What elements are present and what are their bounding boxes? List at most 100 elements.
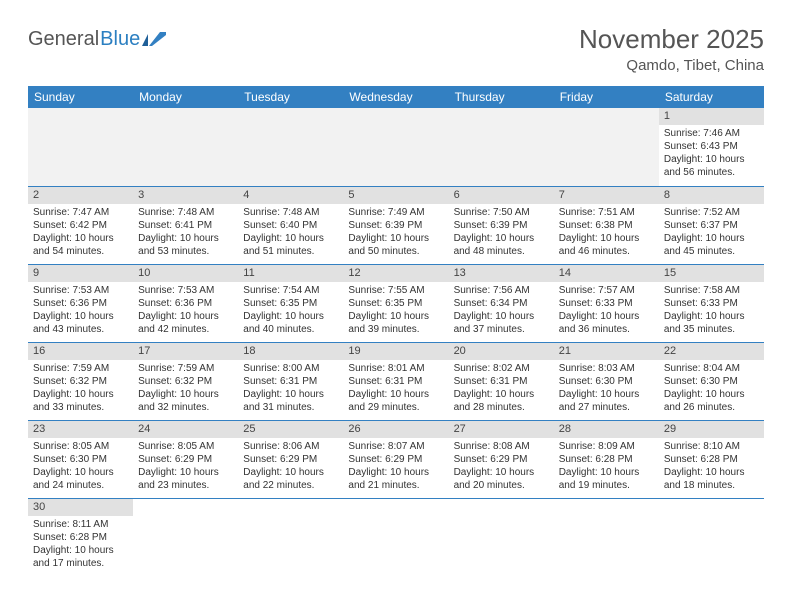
day-cell: 7Sunrise: 7:51 AMSunset: 6:38 PMDaylight… [554, 186, 659, 264]
title-block: November 2025 Qamdo, Tibet, China [579, 24, 764, 74]
day-number: 11 [238, 265, 343, 282]
day-content: Sunrise: 7:50 AMSunset: 6:39 PMDaylight:… [449, 204, 554, 260]
sunrise-line: Sunrise: 8:11 AM [33, 518, 128, 531]
daylight-line: and 22 minutes. [243, 479, 338, 492]
daylight-line: Daylight: 10 hours [138, 388, 233, 401]
daylight-line: and 28 minutes. [454, 401, 549, 414]
sunset-line: Sunset: 6:37 PM [664, 219, 759, 232]
daylight-line: Daylight: 10 hours [348, 232, 443, 245]
sunrise-line: Sunrise: 7:48 AM [138, 206, 233, 219]
daylight-line: and 51 minutes. [243, 245, 338, 258]
day-cell: 13Sunrise: 7:56 AMSunset: 6:34 PMDayligh… [449, 264, 554, 342]
sunset-line: Sunset: 6:29 PM [138, 453, 233, 466]
day-cell: 5Sunrise: 7:49 AMSunset: 6:39 PMDaylight… [343, 186, 448, 264]
logo-text-general: General [28, 28, 99, 51]
sunset-line: Sunset: 6:42 PM [33, 219, 128, 232]
weekday-header: Thursday [449, 86, 554, 108]
sunset-line: Sunset: 6:38 PM [559, 219, 654, 232]
empty-cell [133, 108, 238, 186]
day-cell: 23Sunrise: 8:05 AMSunset: 6:30 PMDayligh… [28, 420, 133, 498]
sunrise-line: Sunrise: 7:53 AM [33, 284, 128, 297]
sunset-line: Sunset: 6:33 PM [559, 297, 654, 310]
calendar-week: 1Sunrise: 7:46 AMSunset: 6:43 PMDaylight… [28, 108, 764, 186]
sunrise-line: Sunrise: 7:49 AM [348, 206, 443, 219]
daylight-line: Daylight: 10 hours [454, 466, 549, 479]
sunset-line: Sunset: 6:34 PM [454, 297, 549, 310]
sunset-line: Sunset: 6:41 PM [138, 219, 233, 232]
logo: General Blue [28, 28, 166, 51]
day-cell: 6Sunrise: 7:50 AMSunset: 6:39 PMDaylight… [449, 186, 554, 264]
weekday-header: Monday [133, 86, 238, 108]
daylight-line: Daylight: 10 hours [454, 232, 549, 245]
day-number: 19 [343, 343, 448, 360]
sunset-line: Sunset: 6:28 PM [33, 531, 128, 544]
empty-cell [28, 108, 133, 186]
sunrise-line: Sunrise: 8:06 AM [243, 440, 338, 453]
sunrise-line: Sunrise: 8:09 AM [559, 440, 654, 453]
day-cell: 30Sunrise: 8:11 AMSunset: 6:28 PMDayligh… [28, 498, 133, 576]
daylight-line: Daylight: 10 hours [348, 388, 443, 401]
day-content: Sunrise: 8:00 AMSunset: 6:31 PMDaylight:… [238, 360, 343, 416]
day-cell: 9Sunrise: 7:53 AMSunset: 6:36 PMDaylight… [28, 264, 133, 342]
day-cell: 1Sunrise: 7:46 AMSunset: 6:43 PMDaylight… [659, 108, 764, 186]
flag-icon [142, 32, 166, 46]
daylight-line: and 35 minutes. [664, 323, 759, 336]
day-cell: 3Sunrise: 7:48 AMSunset: 6:41 PMDaylight… [133, 186, 238, 264]
sunset-line: Sunset: 6:32 PM [138, 375, 233, 388]
day-content: Sunrise: 7:46 AMSunset: 6:43 PMDaylight:… [659, 125, 764, 181]
day-number: 15 [659, 265, 764, 282]
day-cell: 4Sunrise: 7:48 AMSunset: 6:40 PMDaylight… [238, 186, 343, 264]
empty-cell [659, 498, 764, 576]
daylight-line: Daylight: 10 hours [664, 153, 759, 166]
empty-cell [133, 498, 238, 576]
daylight-line: and 23 minutes. [138, 479, 233, 492]
daylight-line: and 18 minutes. [664, 479, 759, 492]
daylight-line: and 45 minutes. [664, 245, 759, 258]
day-cell: 19Sunrise: 8:01 AMSunset: 6:31 PMDayligh… [343, 342, 448, 420]
day-cell: 16Sunrise: 7:59 AMSunset: 6:32 PMDayligh… [28, 342, 133, 420]
daylight-line: Daylight: 10 hours [559, 466, 654, 479]
day-cell: 17Sunrise: 7:59 AMSunset: 6:32 PMDayligh… [133, 342, 238, 420]
daylight-line: and 26 minutes. [664, 401, 759, 414]
day-content: Sunrise: 7:48 AMSunset: 6:40 PMDaylight:… [238, 204, 343, 260]
daylight-line: Daylight: 10 hours [454, 388, 549, 401]
daylight-line: Daylight: 10 hours [138, 310, 233, 323]
day-cell: 2Sunrise: 7:47 AMSunset: 6:42 PMDaylight… [28, 186, 133, 264]
day-content: Sunrise: 7:57 AMSunset: 6:33 PMDaylight:… [554, 282, 659, 338]
day-number: 6 [449, 187, 554, 204]
day-cell: 15Sunrise: 7:58 AMSunset: 6:33 PMDayligh… [659, 264, 764, 342]
day-cell: 11Sunrise: 7:54 AMSunset: 6:35 PMDayligh… [238, 264, 343, 342]
daylight-line: Daylight: 10 hours [348, 310, 443, 323]
day-number: 27 [449, 421, 554, 438]
sunset-line: Sunset: 6:33 PM [664, 297, 759, 310]
sunrise-line: Sunrise: 8:10 AM [664, 440, 759, 453]
day-number: 28 [554, 421, 659, 438]
daylight-line: Daylight: 10 hours [348, 466, 443, 479]
daylight-line: and 48 minutes. [454, 245, 549, 258]
day-content: Sunrise: 8:05 AMSunset: 6:29 PMDaylight:… [133, 438, 238, 494]
calendar-week: 23Sunrise: 8:05 AMSunset: 6:30 PMDayligh… [28, 420, 764, 498]
daylight-line: and 46 minutes. [559, 245, 654, 258]
day-content: Sunrise: 8:05 AMSunset: 6:30 PMDaylight:… [28, 438, 133, 494]
sunrise-line: Sunrise: 7:57 AM [559, 284, 654, 297]
day-content: Sunrise: 8:02 AMSunset: 6:31 PMDaylight:… [449, 360, 554, 416]
day-content: Sunrise: 7:54 AMSunset: 6:35 PMDaylight:… [238, 282, 343, 338]
calendar-week: 16Sunrise: 7:59 AMSunset: 6:32 PMDayligh… [28, 342, 764, 420]
sunrise-line: Sunrise: 8:02 AM [454, 362, 549, 375]
location: Qamdo, Tibet, China [579, 57, 764, 74]
daylight-line: and 19 minutes. [559, 479, 654, 492]
day-content: Sunrise: 8:09 AMSunset: 6:28 PMDaylight:… [554, 438, 659, 494]
header: General Blue November 2025 Qamdo, Tibet,… [28, 24, 764, 74]
sunset-line: Sunset: 6:36 PM [138, 297, 233, 310]
daylight-line: and 39 minutes. [348, 323, 443, 336]
day-number: 10 [133, 265, 238, 282]
daylight-line: Daylight: 10 hours [664, 388, 759, 401]
logo-text-blue: Blue [100, 28, 140, 51]
day-content: Sunrise: 8:06 AMSunset: 6:29 PMDaylight:… [238, 438, 343, 494]
sunrise-line: Sunrise: 7:54 AM [243, 284, 338, 297]
day-number: 22 [659, 343, 764, 360]
sunset-line: Sunset: 6:31 PM [454, 375, 549, 388]
day-number: 24 [133, 421, 238, 438]
day-cell: 18Sunrise: 8:00 AMSunset: 6:31 PMDayligh… [238, 342, 343, 420]
day-number: 7 [554, 187, 659, 204]
